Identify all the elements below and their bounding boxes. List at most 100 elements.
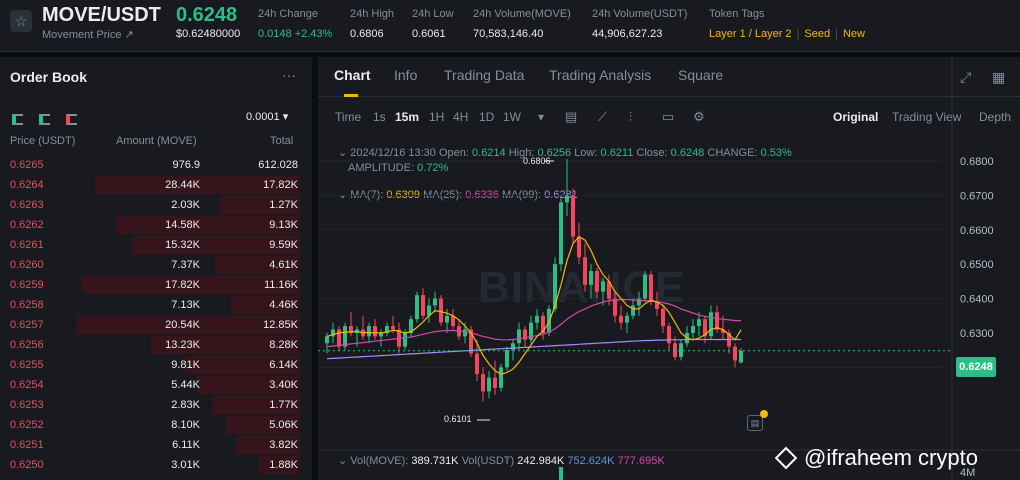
- pair-subtitle-link[interactable]: Movement Price ↗: [42, 29, 134, 41]
- candle-body: [433, 298, 437, 306]
- tag-layer[interactable]: Layer 1 / Layer 2: [709, 28, 792, 40]
- collapse-chevron-icon[interactable]: ⌄: [338, 189, 348, 201]
- timeframe-1w[interactable]: 1W: [503, 110, 521, 124]
- vol-ma-value-2: 777.695K: [617, 455, 665, 467]
- candle-body: [703, 319, 707, 337]
- chart-tabs: Chart Info Trading Data Trading Analysis…: [318, 57, 1020, 97]
- timeframe-time[interactable]: Time: [335, 110, 362, 124]
- candle-body: [391, 326, 395, 330]
- timeframe-1h[interactable]: 1H: [429, 110, 445, 124]
- grid-layout-icon[interactable]: ▦: [992, 69, 1006, 85]
- col-header-total: Total: [270, 135, 294, 147]
- ask-total: 5.06K: [269, 419, 298, 431]
- order-book-row[interactable]: 0.6256 13.23K 8.28K: [0, 335, 312, 355]
- ask-amount: 2.83K: [171, 399, 200, 411]
- ask-total: 9.59K: [269, 239, 298, 251]
- tick-size-select[interactable]: 0.0001 ▾: [246, 111, 289, 123]
- series-type-icon[interactable]: ▭: [662, 109, 675, 124]
- timeframe-1d[interactable]: 1D: [479, 110, 495, 124]
- tab-trading-analysis[interactable]: Trading Analysis: [549, 67, 652, 83]
- ma7-label: MA(7):: [350, 189, 384, 201]
- fullscreen-icon[interactable]: ⤢: [960, 69, 972, 85]
- timeframe-more-dropdown[interactable]: ▾: [538, 110, 545, 124]
- order-book-row[interactable]: 0.6262 14.58K 9.13K: [0, 215, 312, 235]
- ma99-value: 0.6281: [544, 189, 578, 201]
- ask-amount: 6.11K: [172, 439, 200, 451]
- layout-both-icon[interactable]: [12, 114, 23, 125]
- volume-bar: [559, 467, 563, 480]
- stat-label: 24h Volume(MOVE): [473, 8, 571, 20]
- ask-total: 4.46K: [269, 299, 298, 311]
- order-book-row[interactable]: 0.6254 5.44K 3.40K: [0, 375, 312, 395]
- amplitude-value: 0.72%: [417, 162, 449, 174]
- layout-bids-icon[interactable]: [39, 114, 50, 125]
- ask-amount: 7.37K: [171, 259, 200, 271]
- order-book-row[interactable]: 0.6253 2.83K 1.77K: [0, 395, 312, 415]
- open-label: Open:: [438, 147, 469, 159]
- order-book-panel: Order Book ··· 0.0001 ▾ Price (USDT) Amo…: [0, 57, 312, 480]
- order-book-row[interactable]: 0.6257 20.54K 12.85K: [0, 315, 312, 335]
- binance-logo-icon: [774, 446, 798, 470]
- tab-trading-data[interactable]: Trading Data: [444, 67, 525, 83]
- candle-body: [463, 329, 467, 337]
- ask-total: 1.88K: [269, 459, 298, 471]
- ask-price: 0.6256: [10, 339, 44, 351]
- ask-price: 0.6260: [10, 259, 44, 271]
- pair-name[interactable]: MOVE/USDT: [42, 4, 161, 26]
- collapse-chevron-icon[interactable]: ⌄: [338, 147, 348, 159]
- close-label: Close:: [636, 147, 668, 159]
- order-book-row[interactable]: 0.6261 15.32K 9.59K: [0, 235, 312, 255]
- more-options-icon[interactable]: ···: [282, 67, 296, 83]
- order-book-row[interactable]: 0.6259 17.82K 11.16K: [0, 275, 312, 295]
- token-tags: Token Tags Layer 1 / Layer 2 | Seed | New: [709, 8, 865, 40]
- calendar-icon[interactable]: ▤: [565, 109, 578, 124]
- candle-body: [367, 326, 371, 337]
- candle-type-icon[interactable]: ⫶: [629, 109, 633, 124]
- y-axis-tick-label: 0.6600: [960, 225, 994, 237]
- collapse-chevron-icon[interactable]: ⌄: [338, 455, 348, 467]
- view-trading-view[interactable]: Trading View: [892, 110, 962, 124]
- candle-body: [427, 305, 431, 316]
- order-book-row[interactable]: 0.6263 2.03K 1.27K: [0, 195, 312, 215]
- view-depth[interactable]: Depth: [979, 110, 1012, 124]
- ma25-value: 0.6336: [465, 189, 499, 201]
- timeframe-4h[interactable]: 4H: [453, 110, 469, 124]
- order-book-row[interactable]: 0.6255 9.81K 6.14K: [0, 355, 312, 375]
- ask-amount: 3.01K: [171, 459, 200, 471]
- high-value: 0.6256: [537, 147, 572, 159]
- price-alert-icon[interactable]: ▤: [747, 415, 763, 431]
- favorite-star-icon[interactable]: ☆: [10, 10, 32, 32]
- tag-new[interactable]: New: [842, 28, 865, 40]
- timeframe-1s[interactable]: 1s: [373, 110, 386, 124]
- order-book-row[interactable]: 0.6252 8.10K 5.06K: [0, 415, 312, 435]
- indicator-chart-icon[interactable]: ⟋: [598, 109, 608, 124]
- creator-credit: @ifraheem crypto: [774, 445, 978, 471]
- order-book-row[interactable]: 0.6260 7.37K 4.61K: [0, 255, 312, 275]
- tab-square[interactable]: Square: [678, 67, 724, 83]
- candle-body: [337, 329, 341, 347]
- ask-price: 0.6264: [10, 179, 44, 191]
- layout-asks-icon[interactable]: [66, 114, 77, 125]
- ask-price: 0.6263: [10, 199, 44, 211]
- ticker-header: ☆ MOVE/USDT Movement Price ↗ 0.6248 $0.6…: [0, 0, 1020, 52]
- order-book-row[interactable]: 0.6264 28.44K 17.82K: [0, 175, 312, 195]
- order-book-row[interactable]: 0.6251 6.11K 3.82K: [0, 435, 312, 455]
- candle-body: [451, 315, 455, 327]
- amplitude-legend: AMPLITUDE: 0.72%: [348, 162, 448, 174]
- settings-icon[interactable]: ⚙: [693, 109, 705, 124]
- tab-info[interactable]: Info: [394, 67, 418, 83]
- tab-chart[interactable]: Chart: [334, 67, 371, 83]
- order-book-row[interactable]: 0.6258 7.13K 4.46K: [0, 295, 312, 315]
- view-original[interactable]: Original: [833, 110, 879, 124]
- tag-seed[interactable]: Seed: [804, 28, 831, 40]
- candle-body: [457, 326, 461, 337]
- y-axis-tick-label: 0.6700: [960, 190, 994, 202]
- timeframe-15m[interactable]: 15m: [395, 110, 420, 124]
- stat-value: 44,906,627.23: [592, 28, 663, 40]
- order-book-row[interactable]: 0.6250 3.01K 1.88K: [0, 455, 312, 475]
- ask-price: 0.6258: [10, 299, 44, 311]
- ask-amount: 28.44K: [165, 179, 200, 191]
- candle-body: [667, 326, 671, 344]
- y-axis-tick-label: 0.6300: [960, 328, 994, 340]
- order-book-row[interactable]: 0.6265 976.9 612.028: [0, 155, 312, 175]
